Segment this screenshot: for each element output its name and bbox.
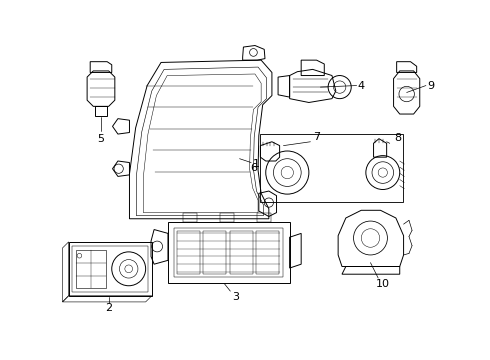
Bar: [69, 242, 152, 296]
Text: 8: 8: [394, 133, 401, 143]
Bar: [76, 249, 106, 288]
Bar: [174, 228, 283, 277]
Bar: [177, 231, 200, 274]
Bar: [256, 231, 279, 274]
Text: 2: 2: [105, 303, 112, 313]
Bar: [260, 134, 403, 202]
Text: 9: 9: [427, 81, 434, 91]
Bar: [73, 246, 148, 292]
Bar: [220, 213, 234, 222]
Bar: [229, 231, 253, 274]
Text: 10: 10: [376, 279, 390, 289]
Text: 7: 7: [313, 132, 320, 142]
Text: 3: 3: [232, 292, 239, 302]
Bar: [203, 231, 226, 274]
Bar: [183, 213, 197, 222]
Text: 6: 6: [251, 163, 258, 173]
Bar: [257, 213, 271, 222]
Text: 5: 5: [98, 134, 104, 144]
Text: 1: 1: [253, 159, 260, 169]
Text: 4: 4: [358, 81, 365, 91]
